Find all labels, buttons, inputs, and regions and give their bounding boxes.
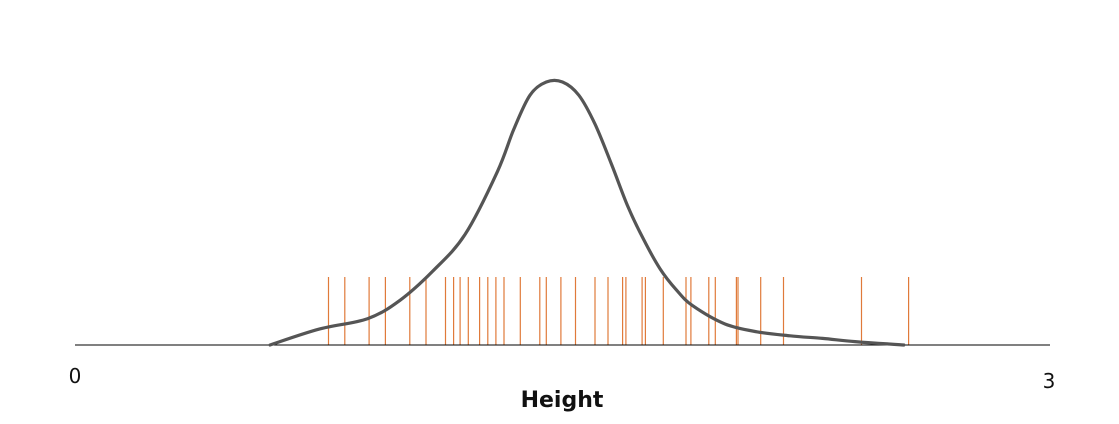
x-tick-label-max: 3 [1043,369,1056,393]
density-curve [268,78,906,347]
rug-marks [327,277,910,345]
x-tick-label-min: 0 [69,364,82,388]
x-axis-title: Height [521,388,604,413]
